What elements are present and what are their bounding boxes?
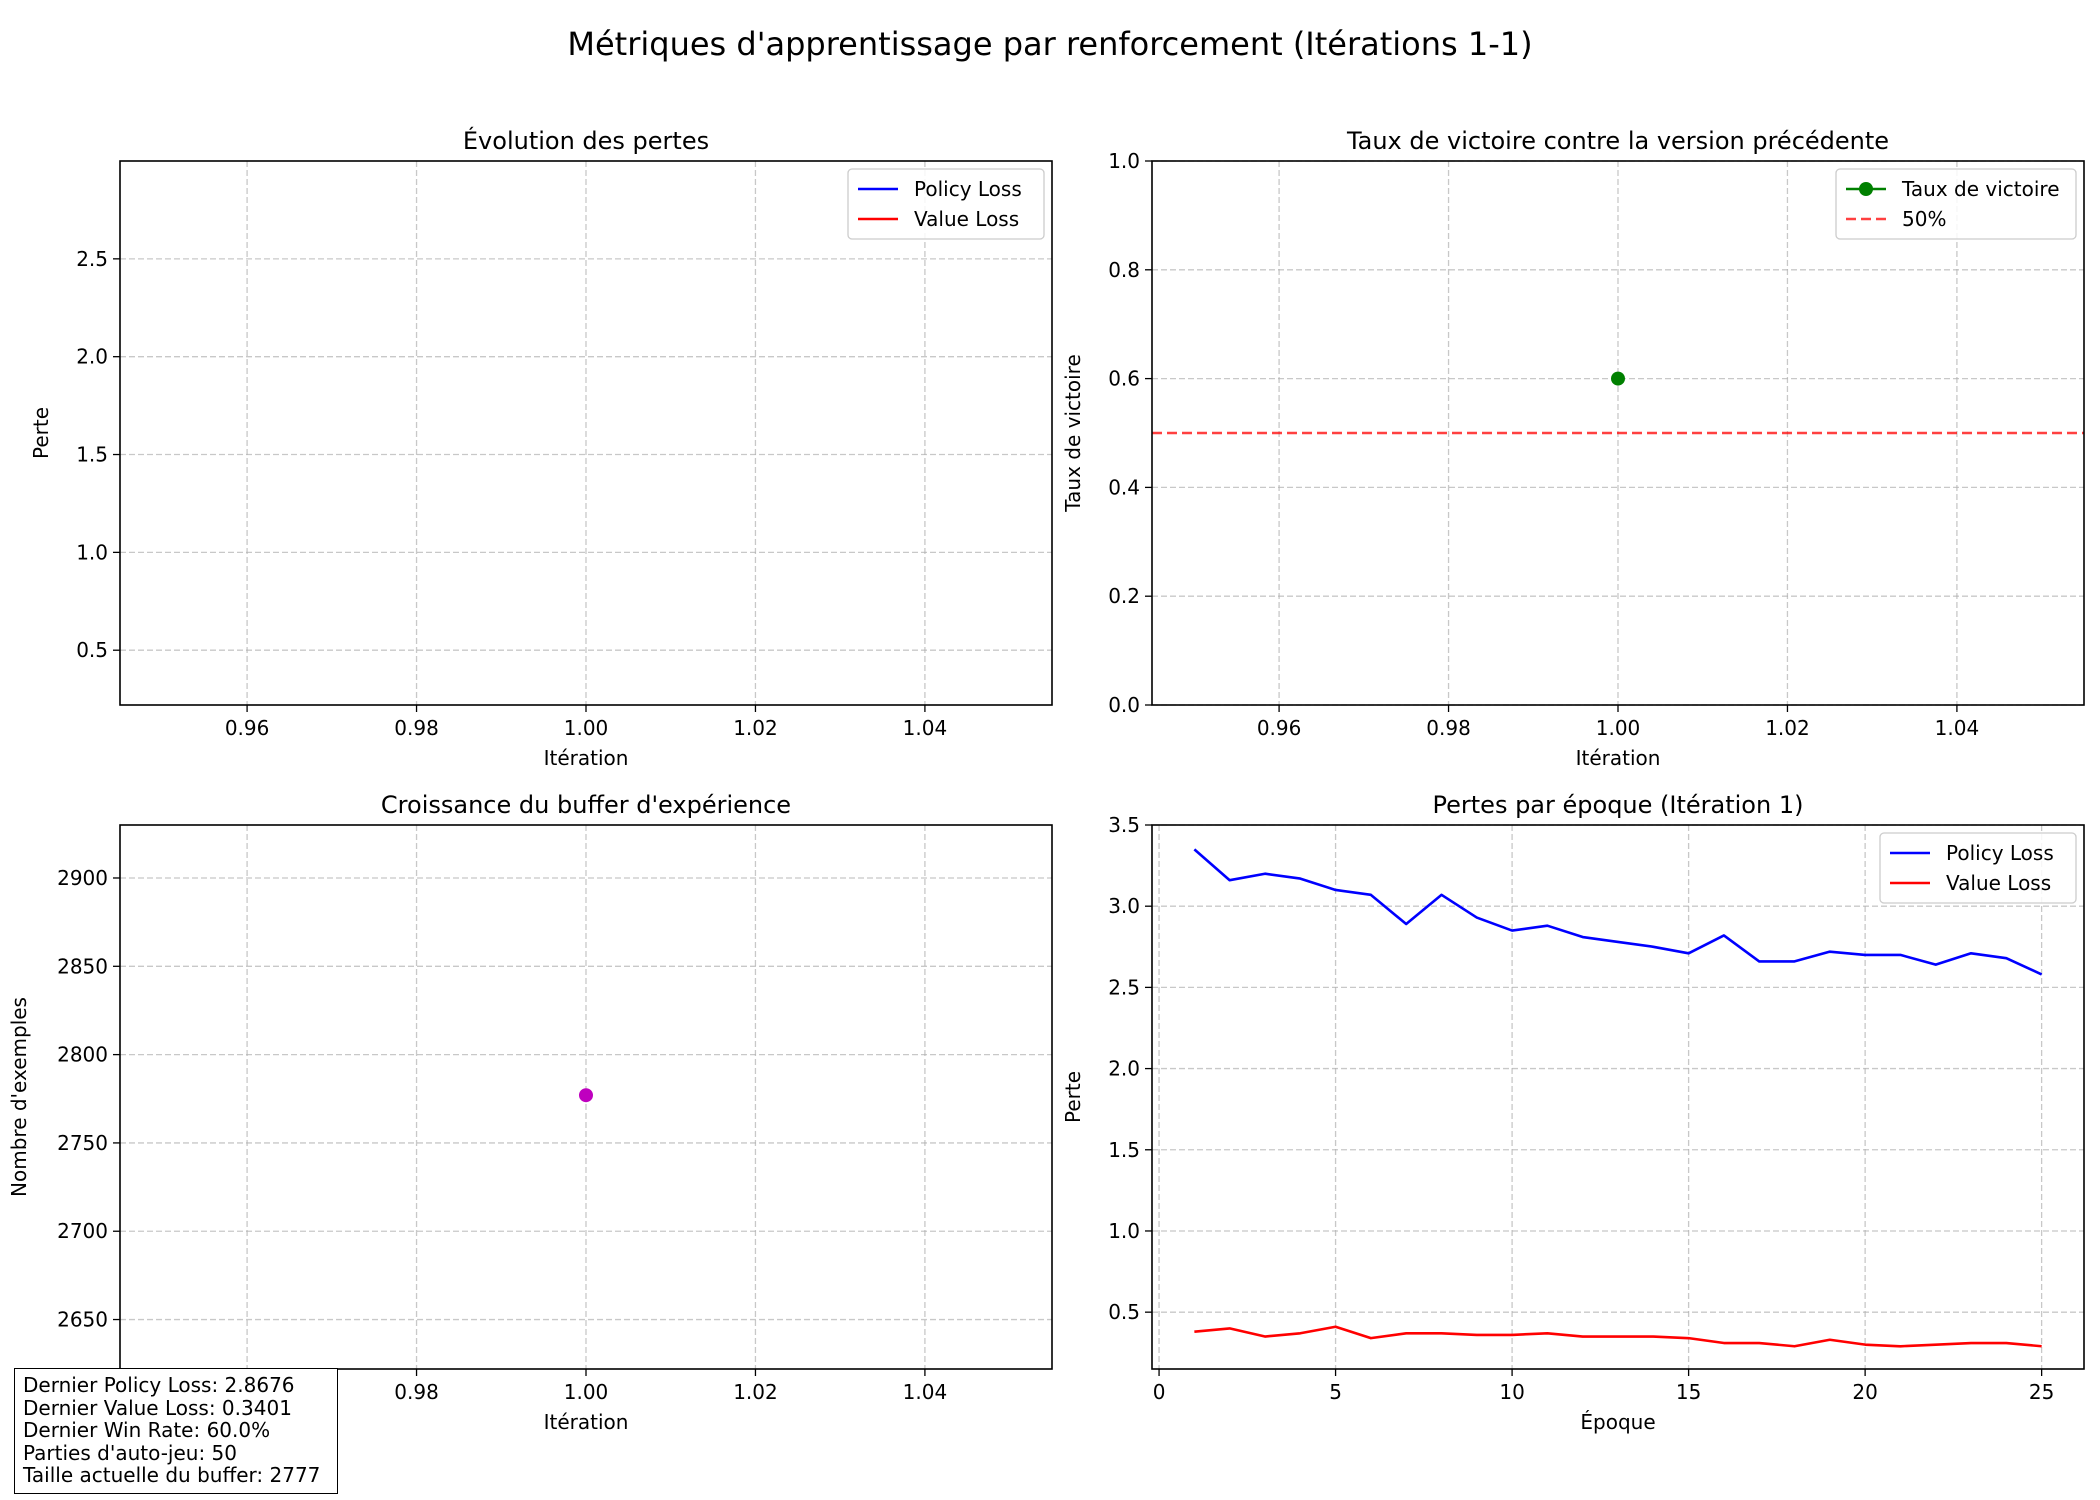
- data-point: [579, 1088, 593, 1103]
- y-tick-label: 0.2: [1108, 584, 1140, 608]
- legend-label: Policy Loss: [1946, 841, 2054, 865]
- x-tick-label: 1.04: [903, 716, 948, 740]
- y-tick-label: 2.0: [1108, 1057, 1140, 1081]
- x-tick-label: 15: [1676, 1380, 1701, 1404]
- x-tick-label: 0.96: [225, 716, 270, 740]
- y-tick-label: 1.0: [76, 540, 108, 564]
- chart-title: Croissance du buffer d'expérience: [381, 791, 791, 819]
- x-tick-label: 1.02: [733, 716, 778, 740]
- y-tick-label: 0.8: [1108, 258, 1140, 282]
- y-tick-label: 3.5: [1108, 813, 1140, 837]
- y-tick-label: 3.0: [1108, 894, 1140, 918]
- stats-line: Taille actuelle du buffer: 2777: [23, 1463, 321, 1487]
- legend-label: Value Loss: [914, 207, 1019, 231]
- x-axis-label: Itération: [544, 746, 629, 770]
- legend: Policy Loss Value Loss: [847, 168, 1045, 240]
- stats-line: Dernier Policy Loss: 2.8676: [23, 1373, 295, 1397]
- legend: Taux de victoire 50%: [1835, 168, 2077, 240]
- y-tick-label: 2.5: [76, 247, 108, 271]
- y-tick-label: 1.0: [1108, 1219, 1140, 1243]
- x-tick-label: 1.02: [1765, 716, 1810, 740]
- y-tick-label: 2.5: [1108, 975, 1140, 999]
- plot-area: [579, 1088, 593, 1103]
- y-tick-label: 2700: [57, 1219, 108, 1243]
- y-tick-label: 2850: [57, 954, 108, 978]
- legend-label: 50%: [1902, 207, 1946, 231]
- axes-frame: [1151, 824, 2085, 1370]
- legend: Policy Loss Value Loss: [1879, 832, 2077, 904]
- y-tick-label: 2800: [57, 1043, 108, 1067]
- chart-title: Évolution des pertes: [463, 126, 709, 155]
- figure-title: Métriques d'apprentissage par renforceme…: [567, 25, 1532, 63]
- x-tick-label: 0.98: [394, 716, 439, 740]
- y-tick-label: 2650: [57, 1308, 108, 1332]
- legend-label: Policy Loss: [914, 177, 1022, 201]
- x-tick-label: 0.98: [1426, 716, 1471, 740]
- y-tick-label: 1.5: [76, 443, 108, 467]
- y-tick-label: 2900: [57, 866, 108, 890]
- x-tick-label: 0.96: [1257, 716, 1302, 740]
- chart-title: Taux de victoire contre la version précé…: [1346, 127, 1889, 155]
- y-tick-label: 0.5: [1108, 1300, 1140, 1324]
- x-axis-label: Époque: [1580, 1410, 1655, 1434]
- x-axis-label: Itération: [1576, 746, 1661, 770]
- legend-label: Taux de victoire: [1901, 177, 2060, 201]
- plot-area: [1193, 848, 2043, 1348]
- x-tick-label: 1.00: [564, 1380, 609, 1404]
- y-tick-label: 0.0: [1108, 693, 1140, 717]
- y-tick-label: 2750: [57, 1131, 108, 1155]
- x-tick-label: 25: [2029, 1380, 2054, 1404]
- data-point: [1611, 371, 1625, 386]
- x-tick-label: 1.04: [903, 1380, 948, 1404]
- legend-marker: [1859, 182, 1873, 196]
- x-tick-label: 10: [1499, 1380, 1524, 1404]
- legend-frame: [847, 168, 1045, 240]
- y-tick-label: 0.4: [1108, 475, 1140, 499]
- x-tick-label: 1.02: [733, 1380, 778, 1404]
- stats-line: Dernier Value Loss: 0.3401: [23, 1395, 292, 1420]
- x-axis-label: Itération: [544, 1410, 629, 1434]
- chart-epochs: 0 5 10 15 20 25 0.5 1.0 1.5 2.0 2.5 3.0 3.5 Pertes pa…: [1061, 791, 2085, 1434]
- legend-label: Value Loss: [1946, 871, 2051, 895]
- x-tick-label: 5: [1329, 1380, 1342, 1404]
- chart-losses: 0.96 0.98 1.00 1.02 1.04 0.5 1.0 1.5 2.0 2.5 Évolu…: [29, 126, 1053, 770]
- legend-frame: [1835, 168, 2077, 240]
- y-tick-label: 0.6: [1108, 367, 1140, 391]
- x-tick-label: 1.00: [1596, 716, 1641, 740]
- stats-line: Dernier Win Rate: 60.0%: [23, 1418, 271, 1442]
- chart-winrate: 0.96 0.98 1.00 1.02 1.04 0.0 0.2 0.4 0.6 0.8 1.0 Ta…: [1061, 127, 2085, 770]
- y-tick-label: 2.0: [76, 345, 108, 369]
- stats-line: Parties d'auto-jeu: 50: [23, 1440, 237, 1465]
- x-tick-label: 0: [1153, 1380, 1166, 1404]
- y-tick-label: 1.0: [1108, 149, 1140, 173]
- x-tick-label: 1.04: [1935, 716, 1980, 740]
- y-tick-label: 1.5: [1108, 1138, 1140, 1162]
- series-line: [1194, 1325, 2042, 1348]
- y-axis-label: Perte: [29, 407, 53, 459]
- series-line: [1193, 848, 2043, 976]
- y-axis-label: Taux de victoire: [1061, 354, 1085, 513]
- chart-title: Pertes par époque (Itération 1): [1433, 791, 1804, 819]
- stats-box: Dernier Policy Loss: 2.8676 Dernier Valu…: [14, 1368, 338, 1494]
- y-axis-label: Perte: [1061, 1071, 1085, 1123]
- x-tick-label: 20: [1852, 1380, 1877, 1404]
- y-tick-label: 0.5: [76, 638, 108, 662]
- y-axis-label: Nombre d'exemples: [7, 997, 31, 1197]
- x-tick-label: 1.00: [564, 716, 609, 740]
- x-tick-label: 0.98: [394, 1380, 439, 1404]
- plot-area: [1152, 371, 2084, 435]
- legend-frame: [1879, 832, 2077, 904]
- chart-buffer: 0.960.981.001.021.0426502700275028002850…: [7, 791, 1053, 1434]
